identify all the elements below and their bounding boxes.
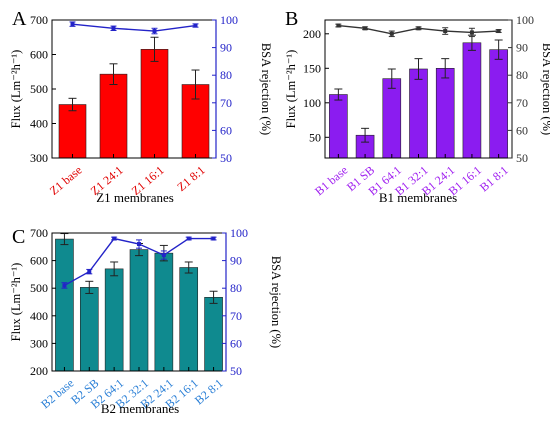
line-point [186, 236, 191, 241]
bar [204, 297, 223, 372]
bar [129, 249, 149, 372]
rejection-line [72, 23, 196, 32]
category-label: Z1 base [47, 163, 85, 198]
bar [409, 68, 428, 159]
line-point [62, 283, 67, 288]
line-point [152, 29, 157, 34]
left-tick-label: 50 [309, 130, 321, 144]
right-tick-label: 60 [516, 123, 528, 137]
y2-axis-title: BSA rejection (%) [269, 256, 283, 348]
x-axis-title: Z1 membranes [96, 190, 174, 205]
category-label: B1 base [312, 163, 350, 198]
bar [154, 252, 174, 372]
left-tick-label: 200 [303, 27, 321, 41]
y2-axis-title: BSA rejection (%) [540, 43, 550, 135]
bar [462, 42, 482, 159]
line-point [211, 236, 216, 241]
panel-letter: C [12, 226, 25, 248]
left-tick-label: 500 [30, 281, 48, 295]
left-tick-label: 200 [30, 364, 48, 378]
right-tick-label: 90 [220, 41, 232, 55]
right-tick-label: 90 [230, 254, 242, 268]
right-tick-label: 60 [220, 123, 232, 137]
bar [179, 267, 199, 372]
bar [382, 78, 402, 159]
line-point [443, 29, 448, 34]
right-tick-label: 50 [220, 151, 232, 165]
category-label: B1 8:1 [477, 163, 511, 195]
left-tick-label: 400 [30, 117, 48, 131]
left-tick-label: 100 [303, 96, 321, 110]
line-point [111, 26, 116, 31]
bar [435, 68, 455, 159]
line-point [389, 31, 394, 36]
line-point [416, 26, 421, 31]
line-point [87, 269, 92, 274]
y-axis-title: Flux (Lm⁻²h⁻¹) [9, 263, 23, 342]
right-tick-label: 70 [230, 309, 242, 323]
right-tick-label: 80 [220, 68, 232, 82]
right-tick-label: 100 [220, 13, 238, 27]
left-tick-label: 400 [30, 309, 48, 323]
right-tick-label: 90 [516, 41, 528, 55]
right-tick-label: 70 [516, 96, 528, 110]
bar [329, 94, 348, 159]
left-tick-label: 700 [30, 226, 48, 240]
line-point [137, 242, 141, 247]
y-axis-title: Flux (Lm⁻²h⁻¹) [284, 50, 298, 129]
bar [489, 49, 508, 159]
line-point [496, 29, 501, 34]
y-axis-title: Flux (Lm⁻²h⁻¹) [9, 50, 23, 129]
line-point [112, 236, 117, 241]
category-label: B2 8:1 [192, 376, 226, 408]
left-tick-label: 600 [30, 254, 48, 268]
bar [104, 268, 124, 372]
category-label: Z1 8:1 [174, 163, 207, 194]
left-tick-label: 500 [30, 82, 48, 96]
left-tick-label: 600 [30, 48, 48, 62]
line-point [363, 26, 368, 31]
x-axis-title: B2 membranes [101, 401, 179, 416]
bar [79, 287, 99, 372]
y2-axis-title: BSA rejection (%) [259, 43, 273, 135]
left-tick-label: 700 [30, 13, 48, 27]
x-axis-title: B1 membranes [379, 190, 457, 205]
right-tick-label: 100 [516, 13, 534, 27]
left-tick-label: 300 [30, 151, 48, 165]
line-point [469, 30, 474, 35]
line-point [70, 22, 75, 27]
line-point [193, 23, 198, 28]
right-tick-label: 50 [516, 151, 528, 165]
bar [140, 49, 169, 159]
right-tick-label: 80 [230, 281, 242, 295]
left-tick-label: 150 [303, 61, 321, 75]
line-point [161, 253, 166, 258]
line-point [336, 23, 341, 28]
right-tick-label: 100 [230, 226, 248, 240]
panel-letter: B [285, 8, 298, 30]
right-tick-label: 60 [230, 336, 242, 350]
bar [99, 73, 128, 159]
right-tick-label: 50 [230, 364, 242, 378]
panel-letter: A [12, 8, 27, 30]
left-tick-label: 300 [30, 336, 48, 350]
bar [58, 104, 87, 159]
bar [55, 238, 74, 372]
right-tick-label: 80 [516, 68, 528, 82]
right-tick-label: 70 [220, 96, 232, 110]
